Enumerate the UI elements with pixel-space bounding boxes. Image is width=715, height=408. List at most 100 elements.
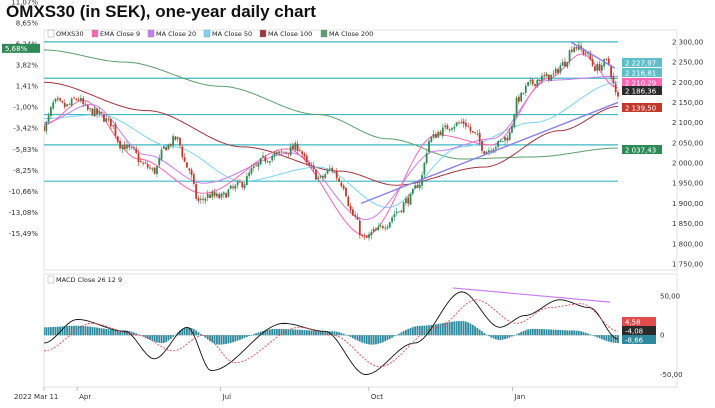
- candle-body: [568, 50, 571, 62]
- candle-body: [522, 93, 525, 94]
- histogram-bar: [471, 324, 474, 336]
- candle-body: [405, 198, 407, 203]
- histogram-bar: [119, 330, 121, 336]
- histogram-bar: [114, 330, 117, 336]
- histogram-bar: [289, 329, 292, 336]
- candle-body: [176, 137, 179, 139]
- candle-body: [232, 186, 234, 188]
- histogram-bar: [393, 335, 396, 337]
- candle-body: [603, 59, 606, 67]
- histogram-bar: [167, 335, 170, 341]
- histogram-bar: [232, 335, 234, 343]
- histogram-bar: [342, 333, 345, 336]
- ma-line-ma-close-20: [44, 75, 619, 221]
- histogram-bar: [50, 327, 52, 336]
- histogram-bar: [607, 335, 610, 342]
- candle-body: [209, 194, 211, 198]
- histogram-bar: [388, 335, 391, 339]
- histogram-bar: [209, 335, 211, 342]
- candle-body: [248, 172, 251, 177]
- histogram-bar: [545, 329, 548, 336]
- candle-body: [66, 104, 68, 107]
- histogram-bar: [529, 329, 532, 336]
- histogram-bar: [416, 325, 419, 336]
- histogram-bar: [103, 328, 105, 336]
- candle-body: [202, 198, 204, 200]
- histogram-bar: [501, 335, 504, 340]
- candle-body: [255, 165, 257, 167]
- histogram-bar: [308, 330, 311, 336]
- histogram-bar: [89, 326, 92, 336]
- candle-body: [531, 79, 534, 85]
- histogram-bar: [460, 321, 463, 336]
- candle-body: [44, 125, 45, 132]
- candle-body: [144, 162, 147, 164]
- histogram-bar: [174, 334, 177, 336]
- histogram-bar: [162, 335, 165, 343]
- histogram-bar: [335, 331, 338, 336]
- histogram-bar: [160, 335, 163, 344]
- histogram-bar: [467, 322, 470, 336]
- price-tag: [622, 103, 662, 112]
- candle-body: [439, 131, 442, 135]
- histogram-bar: [310, 330, 313, 336]
- histogram-bar: [474, 326, 476, 336]
- histogram-bar: [428, 325, 430, 336]
- candle-body: [133, 147, 135, 149]
- histogram-bar: [409, 327, 412, 336]
- histogram-bar: [596, 335, 599, 338]
- histogram-bar: [183, 327, 186, 336]
- histogram-bar: [439, 323, 442, 336]
- histogram-bar: [547, 329, 550, 336]
- candle-body: [354, 214, 357, 217]
- histogram-bar: [584, 332, 587, 336]
- ma-line-ma-close-200: [44, 49, 619, 160]
- candle-body: [536, 79, 539, 87]
- candle-body: [446, 125, 449, 130]
- histogram-bar: [351, 335, 354, 339]
- histogram-bar: [126, 330, 128, 336]
- candle-body: [474, 132, 476, 133]
- candle-body: [199, 198, 202, 200]
- candle-body: [425, 153, 428, 164]
- candle-body: [188, 168, 191, 171]
- histogram-bar: [587, 333, 589, 336]
- histogram-bar: [492, 335, 495, 339]
- histogram-bar: [165, 335, 168, 343]
- histogram-bar: [202, 335, 204, 336]
- histogram-bar: [600, 335, 603, 340]
- histogram-bar: [462, 321, 465, 336]
- histogram-bar: [294, 329, 297, 336]
- histogram-bar: [301, 329, 304, 336]
- price-tag: [622, 145, 662, 154]
- candle-body: [275, 152, 278, 153]
- candle-body: [116, 136, 119, 142]
- histogram-bar: [375, 335, 377, 345]
- histogram-bar: [215, 335, 218, 345]
- histogram-bar: [192, 329, 195, 336]
- histogram-bar: [296, 329, 299, 336]
- candle-body: [423, 162, 426, 175]
- y-tick-left: 8,65%: [16, 19, 39, 27]
- histogram-bar: [515, 334, 518, 336]
- y-tick-right: 2 150,00: [672, 99, 703, 107]
- candle-body: [218, 194, 221, 199]
- histogram-bar: [236, 335, 239, 341]
- histogram-bar: [250, 335, 253, 336]
- histogram-bar: [303, 330, 306, 336]
- ma-line-ma-close-50: [44, 81, 619, 208]
- histogram-bar: [47, 327, 50, 336]
- candle-body: [349, 205, 352, 211]
- candle-body: [130, 147, 133, 149]
- histogram-bar: [423, 325, 426, 336]
- chart-title: OMXS30 (in SEK), one-year daily chart: [6, 2, 316, 21]
- candle-body: [545, 73, 548, 77]
- histogram-bar: [315, 330, 317, 336]
- histogram-bar: [365, 335, 368, 344]
- histogram-bar: [259, 331, 262, 336]
- histogram-bar: [305, 330, 308, 336]
- histogram-bar: [453, 321, 456, 336]
- histogram-bar: [485, 334, 488, 336]
- y-tick-left: 3,82%: [16, 62, 39, 70]
